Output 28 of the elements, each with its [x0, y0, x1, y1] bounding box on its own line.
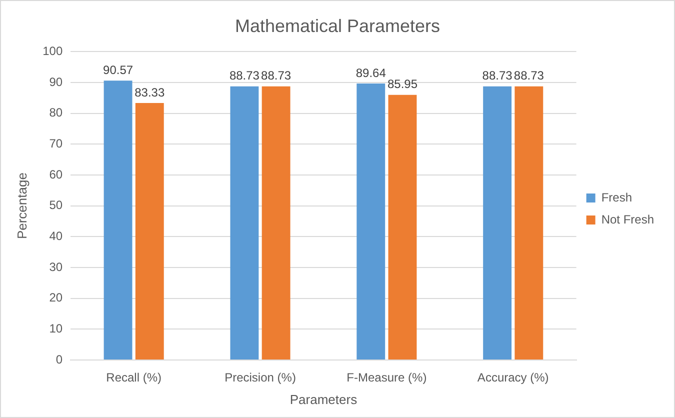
y-tick-label: 100 — [42, 44, 63, 58]
data-label: 83.33 — [134, 85, 165, 100]
data-label: 88.73 — [229, 68, 260, 83]
data-label: 90.57 — [103, 62, 134, 77]
y-tick-label: 60 — [49, 167, 63, 182]
x-axis-title: Parameters — [290, 392, 358, 407]
x-tick-label: Accuracy (%) — [477, 370, 549, 385]
y-tick-label: 90 — [49, 74, 63, 89]
data-label: 89.64 — [356, 66, 386, 80]
x-tick-label: F-Measure (%) — [346, 370, 427, 385]
y-tick-label: 40 — [49, 228, 63, 243]
y-tick-label: 70 — [49, 136, 63, 150]
y-tick-label: 30 — [49, 260, 63, 274]
y-tick-label: 80 — [49, 106, 63, 120]
data-label: 88.73 — [514, 68, 544, 83]
data-label: 88.73 — [261, 68, 292, 83]
data-label: 88.73 — [482, 68, 513, 83]
chart-title: Mathematical Parameters — [234, 16, 440, 36]
legend-label: Fresh — [601, 190, 632, 204]
x-tick-label: Recall (%) — [106, 370, 162, 385]
y-axis-title: Percentage — [14, 172, 30, 240]
y-tick-label: 0 — [56, 352, 63, 366]
y-tick-label: 10 — [49, 321, 63, 336]
legend-label: Not Fresh — [601, 212, 654, 226]
y-tick-label: 50 — [49, 198, 63, 212]
y-tick-label: 20 — [49, 290, 63, 305]
data-label: 85.95 — [387, 77, 418, 92]
x-tick-label: Precision (%) — [224, 370, 296, 385]
